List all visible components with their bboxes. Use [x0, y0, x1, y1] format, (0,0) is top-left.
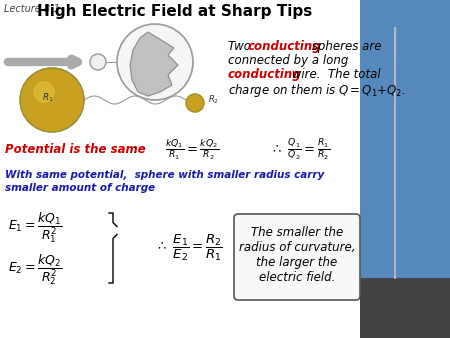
Circle shape: [186, 94, 204, 112]
Text: Two: Two: [228, 40, 255, 53]
Text: :: :: [132, 143, 136, 156]
Text: spheres are: spheres are: [308, 40, 382, 53]
Circle shape: [34, 82, 54, 102]
Text: charge on them is $Q = Q_1$+$Q_2$.: charge on them is $Q = Q_1$+$Q_2$.: [228, 82, 405, 99]
Text: The smaller the: The smaller the: [251, 226, 343, 239]
Text: Lecture 8-1: Lecture 8-1: [4, 4, 60, 14]
Text: $\therefore\ \frac{Q_1}{Q_2} = \frac{R_1}{R_2}$: $\therefore\ \frac{Q_1}{Q_2} = \frac{R_1…: [270, 138, 330, 163]
Text: $\therefore\ \dfrac{E_1}{E_2} = \dfrac{R_2}{R_1}$: $\therefore\ \dfrac{E_1}{E_2} = \dfrac{R…: [155, 233, 223, 263]
Text: conducting: conducting: [248, 40, 322, 53]
Text: With same potential,  sphere with smaller radius carry: With same potential, sphere with smaller…: [5, 170, 324, 180]
Polygon shape: [130, 32, 178, 96]
Text: $\frac{kQ_1}{R_1} = \frac{kQ_2}{R_2}$: $\frac{kQ_1}{R_1} = \frac{kQ_2}{R_2}$: [165, 138, 219, 162]
Text: the larger the: the larger the: [256, 256, 338, 269]
Text: radius of curvature,: radius of curvature,: [239, 241, 355, 254]
Circle shape: [20, 68, 84, 132]
Circle shape: [90, 54, 106, 70]
Text: $R_1$: $R_1$: [42, 92, 54, 104]
Text: $E_1 = \dfrac{kQ_1}{R_1^2}$: $E_1 = \dfrac{kQ_1}{R_1^2}$: [8, 210, 62, 245]
Text: smaller amount of charge: smaller amount of charge: [5, 183, 155, 193]
Text: $R_2$: $R_2$: [208, 94, 219, 106]
Text: wire.  The total: wire. The total: [288, 68, 381, 81]
Text: $E_2 = \dfrac{kQ_2}{R_2^2}$: $E_2 = \dfrac{kQ_2}{R_2^2}$: [8, 252, 62, 287]
Bar: [360, 278, 450, 338]
Text: electric field.: electric field.: [259, 271, 335, 284]
Text: conducting: conducting: [228, 68, 302, 81]
Text: Potential is the same: Potential is the same: [5, 143, 146, 156]
Circle shape: [117, 24, 193, 100]
Bar: [360, 0, 450, 338]
FancyBboxPatch shape: [234, 214, 360, 300]
Text: High Electric Field at Sharp Tips: High Electric Field at Sharp Tips: [37, 4, 313, 19]
Text: connected by a long: connected by a long: [228, 54, 348, 67]
